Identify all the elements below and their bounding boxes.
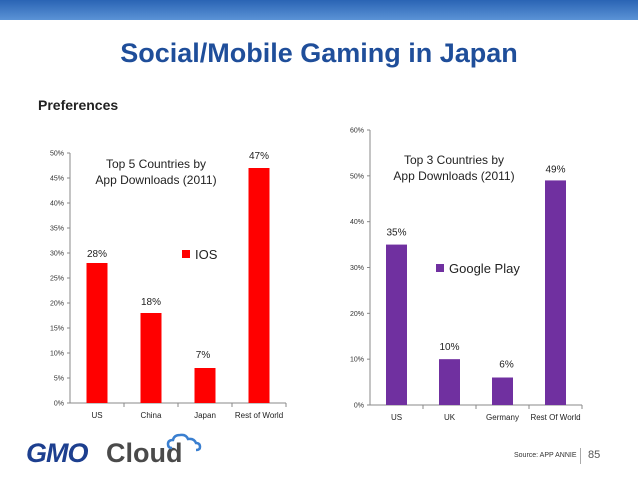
footer-divider <box>580 448 581 464</box>
left-chart-chart-title: Top 5 Countries by <box>106 157 206 171</box>
left-chart-y-tick-label: 45% <box>50 176 64 183</box>
right-chart-y-tick-label: 20% <box>350 311 364 318</box>
right-chart-y-tick-label: 60% <box>350 128 364 135</box>
right-chart-y-tick-label: 50% <box>350 173 364 180</box>
slide-title: Social/Mobile Gaming in Japan <box>120 38 518 68</box>
source-note: Source: APP ANNIE <box>514 452 577 459</box>
left-chart-y-tick-label: 25% <box>50 276 64 283</box>
page-number: 85 <box>588 449 601 461</box>
right-chart-bar <box>545 180 566 405</box>
gmo-cloud-logo: GMO Cloud <box>26 432 206 472</box>
right-chart-category-label: US <box>391 413 402 422</box>
right-chart-category-label: Rest Of World <box>530 413 580 422</box>
left-chart-y-tick-label: 50% <box>50 151 64 158</box>
slide-subtitle: Preferences <box>38 97 119 113</box>
left-chart-y-tick-label: 15% <box>50 326 64 333</box>
left-chart-bar <box>140 313 162 403</box>
left-chart-bar <box>194 368 216 403</box>
cloud-logo-icon <box>166 433 202 452</box>
right-chart-bar <box>439 359 460 405</box>
right-chart-legend-swatch <box>436 264 444 272</box>
logo-cloud-text: Cloud <box>106 438 183 468</box>
right-chart-y-tick-label: 0% <box>354 403 364 410</box>
left-chart-y-tick-label: 0% <box>54 401 64 408</box>
left-chart-y-tick-label: 5% <box>54 376 64 383</box>
left-chart-legend-swatch <box>182 250 190 258</box>
right-chart-data-label: 35% <box>386 228 406 239</box>
left-chart-category-label: China <box>141 411 162 420</box>
left-chart-data-label: 47% <box>249 151 269 162</box>
left-chart-y-tick-label: 35% <box>50 226 64 233</box>
logo-gmo-text: GMO <box>26 438 88 468</box>
top-band <box>0 0 638 20</box>
left-chart-y-tick-label: 20% <box>50 301 64 308</box>
left-chart-y-tick-label: 40% <box>50 201 64 208</box>
left-chart-chart-title: App Downloads (2011) <box>95 173 216 187</box>
right-chart-category-label: UK <box>444 413 456 422</box>
right-chart-chart-title: App Downloads (2011) <box>393 169 514 183</box>
right-chart-chart-title: Top 3 Countries by <box>404 153 504 167</box>
right-chart-legend-label: Google Play <box>449 261 520 276</box>
right-chart-bar <box>492 377 513 405</box>
left-chart-category-label: Rest of World <box>235 411 283 420</box>
right-chart-data-label: 10% <box>439 342 459 353</box>
left-chart-category-label: Japan <box>194 411 216 420</box>
right-chart-y-tick-label: 10% <box>350 357 364 364</box>
left-chart-data-label: 18% <box>141 297 161 308</box>
left-chart-data-label: 7% <box>196 350 211 361</box>
left-chart-y-tick-label: 10% <box>50 351 64 358</box>
left-chart-y-tick-label: 30% <box>50 251 64 258</box>
right-chart-data-label: 49% <box>545 164 565 175</box>
left-chart-legend-label: IOS <box>195 247 218 262</box>
left-chart-bar <box>86 263 108 403</box>
right-chart-y-tick-label: 40% <box>350 219 364 226</box>
right-chart-bar <box>386 244 407 405</box>
left-chart-category-label: US <box>91 411 102 420</box>
right-chart-category-label: Germany <box>486 413 519 422</box>
left-chart-data-label: 28% <box>87 249 107 260</box>
right-chart-y-tick-label: 30% <box>350 265 364 272</box>
right-chart-data-label: 6% <box>499 360 514 371</box>
left-chart-bar <box>248 168 270 403</box>
